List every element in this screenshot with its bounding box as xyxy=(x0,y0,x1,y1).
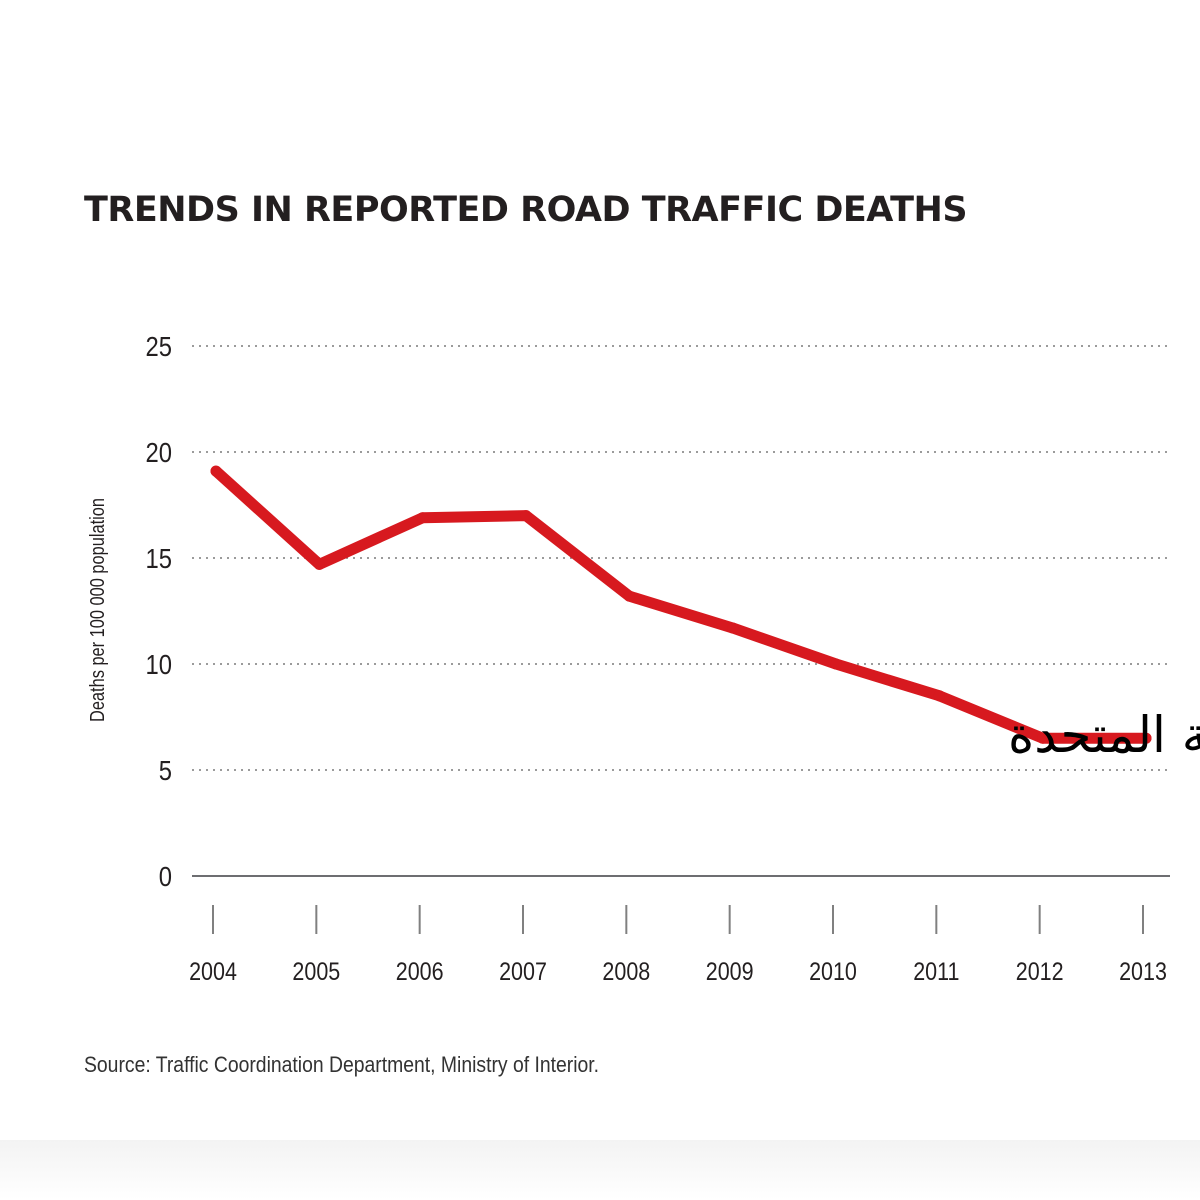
x-tick-label: 2008 xyxy=(602,957,650,985)
y-tick-label: 15 xyxy=(146,542,172,574)
data-point xyxy=(1140,732,1152,744)
data-point xyxy=(520,510,532,522)
data-point xyxy=(727,622,739,634)
x-tick-label: 2012 xyxy=(1016,957,1064,985)
x-tick-label: 2010 xyxy=(809,957,857,985)
data-point xyxy=(623,590,635,602)
x-tick-label: 2006 xyxy=(396,957,444,985)
data-point xyxy=(313,558,325,570)
x-tick-label: 2005 xyxy=(292,957,340,985)
y-tick-label: 10 xyxy=(146,648,172,680)
series-annotation: الإمارات العربية المتحدة xyxy=(1008,706,1200,764)
data-point xyxy=(1037,732,1049,744)
y-axis-label: Deaths per 100 000 population xyxy=(85,498,108,722)
source-note: Source: Traffic Coordination Department,… xyxy=(84,1052,600,1077)
y-tick-label: 20 xyxy=(146,436,172,468)
y-tick-label: 0 xyxy=(159,860,172,892)
x-tick-label: 2009 xyxy=(706,957,754,985)
y-tick-label: 25 xyxy=(146,330,172,362)
x-tick-label: 2013 xyxy=(1119,957,1167,985)
x-tick-label: 2004 xyxy=(189,957,237,985)
data-point xyxy=(417,512,429,524)
bottom-fade xyxy=(0,1140,1200,1200)
chart-title: TRENDS IN REPORTED ROAD TRAFFIC DEATHS xyxy=(84,190,968,230)
data-point xyxy=(210,465,222,477)
x-tick-label: 2007 xyxy=(499,957,547,985)
series-line xyxy=(210,465,1152,744)
data-point xyxy=(830,658,842,670)
x-tick-label: 2011 xyxy=(913,957,959,985)
data-point xyxy=(933,690,945,702)
y-tick-label: 5 xyxy=(159,754,172,786)
line-chart: 0 5 10 15 20 25 Deaths per 100 000 population 2… xyxy=(85,330,1200,985)
